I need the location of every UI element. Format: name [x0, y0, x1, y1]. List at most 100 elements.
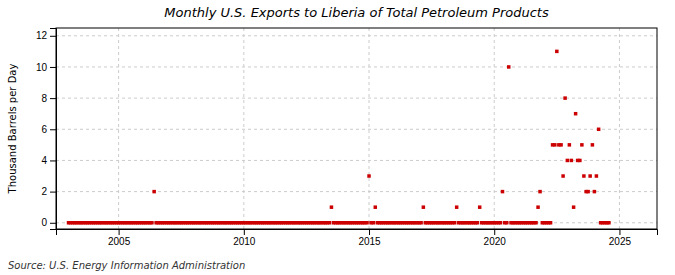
- y-axis-tick-mark: [50, 223, 56, 224]
- point: [559, 143, 563, 147]
- source-note: Source: U.S. Energy Information Administ…: [8, 260, 245, 271]
- point: [365, 221, 369, 225]
- grid-line-x: [118, 28, 119, 229]
- point: [553, 143, 557, 147]
- point: [330, 205, 334, 209]
- point: [607, 221, 611, 225]
- x-axis-tick-mark: [494, 229, 495, 235]
- grid-line-y: [56, 66, 657, 67]
- grid-line-x: [619, 28, 620, 229]
- point: [453, 221, 457, 225]
- x-axis-tick-mark: [369, 229, 370, 235]
- y-axis-tick-label: 0: [41, 217, 47, 228]
- x-axis: 2005 2010 2015 2020 2025: [57, 229, 658, 247]
- y-axis-tick: 10: [36, 62, 56, 73]
- point: [476, 221, 480, 225]
- x-axis-tick: 2020: [484, 229, 507, 247]
- point: [574, 112, 578, 116]
- plot-frame: [56, 28, 657, 229]
- grid-line-x: [494, 28, 495, 229]
- x-axis-tick-mark: [619, 229, 620, 235]
- chart-container: 2005 2010 2015 2020 2025 0 2 4 6 8 10 12 Monthly U.S…: [0, 0, 675, 275]
- points: [67, 50, 611, 225]
- grid-line-x: [243, 28, 244, 229]
- y-axis-tick-label: 6: [41, 124, 47, 135]
- grid: [56, 28, 657, 229]
- y-axis-tick: 2: [41, 186, 56, 197]
- point: [478, 205, 482, 209]
- y-axis-tick-mark: [50, 129, 56, 130]
- point: [419, 221, 423, 225]
- x-axis-tick: 2005: [108, 229, 131, 247]
- point: [505, 221, 509, 225]
- point: [501, 190, 505, 194]
- point: [549, 221, 553, 225]
- y-axis-tick: 4: [41, 155, 56, 166]
- grid-line-x: [369, 28, 370, 229]
- grid-line-y: [56, 35, 657, 36]
- y-axis-tick-mark: [50, 98, 56, 99]
- point: [568, 143, 572, 147]
- point: [455, 205, 459, 209]
- y-axis-tick-label: 4: [41, 155, 47, 166]
- point: [328, 221, 332, 225]
- point: [561, 174, 565, 178]
- y-axis-tick-label: 10: [36, 62, 48, 73]
- grid-line-y: [56, 191, 657, 192]
- point: [566, 159, 570, 163]
- point: [538, 190, 542, 194]
- x-axis-tick: 2025: [609, 229, 632, 247]
- point: [588, 174, 592, 178]
- point: [582, 174, 586, 178]
- point: [367, 174, 371, 178]
- y-axis-tick-label: 12: [36, 30, 48, 41]
- point: [536, 205, 540, 209]
- x-axis-tick-label: 2010: [233, 236, 256, 247]
- y-axis-tick: 0: [41, 217, 56, 228]
- x-axis-tick-label: 2020: [484, 236, 507, 247]
- point: [591, 143, 595, 147]
- point: [563, 96, 567, 100]
- x-axis-tick-label: 2025: [609, 236, 632, 247]
- grid-line-y: [56, 129, 657, 130]
- y-axis-domain: [50, 29, 57, 230]
- point: [150, 221, 154, 225]
- title: Monthly U.S. Exports to Liberia of Total…: [164, 5, 549, 20]
- y-axis-tick-mark: [50, 192, 56, 193]
- x-axis-tick: 2010: [233, 229, 256, 247]
- x-axis-tick-label: 2015: [358, 236, 381, 247]
- point: [507, 65, 511, 69]
- grid-line-y: [56, 98, 657, 99]
- y-axis-tick-mark: [50, 67, 56, 68]
- y-axis-tick-label: 2: [41, 186, 47, 197]
- point: [586, 190, 590, 194]
- point: [593, 190, 597, 194]
- point: [578, 159, 582, 163]
- point: [152, 190, 156, 194]
- chart-svg: 2005 2010 2015 2020 2025 0 2 4 6 8 10 12 Monthly U.S…: [0, 0, 675, 275]
- point: [570, 159, 574, 163]
- x-axis-tick-mark: [244, 229, 245, 235]
- point: [555, 50, 559, 54]
- point: [534, 221, 538, 225]
- point: [597, 128, 601, 132]
- point: [499, 221, 503, 225]
- x-axis-tick: 2015: [358, 229, 381, 247]
- y-axis-tick-label: 8: [41, 93, 47, 104]
- y-axis-tick: 12: [36, 30, 56, 41]
- y-axis-tick-mark: [50, 160, 56, 161]
- x-axis-tick-label: 2005: [108, 236, 131, 247]
- point: [580, 143, 584, 147]
- point: [372, 221, 376, 225]
- x-axis-tick-mark: [119, 229, 120, 235]
- y-axis: 0 2 4 6 8 10 12: [36, 29, 57, 230]
- y-axis-label: Thousand Barrels per Day: [7, 64, 18, 195]
- y-axis-tick-mark: [50, 36, 56, 37]
- point: [374, 205, 378, 209]
- point: [572, 205, 576, 209]
- y-axis-tick: 6: [41, 124, 56, 135]
- x-axis-domain: [57, 230, 658, 236]
- point: [422, 205, 426, 209]
- y-axis-tick: 8: [41, 93, 56, 104]
- point: [595, 174, 599, 178]
